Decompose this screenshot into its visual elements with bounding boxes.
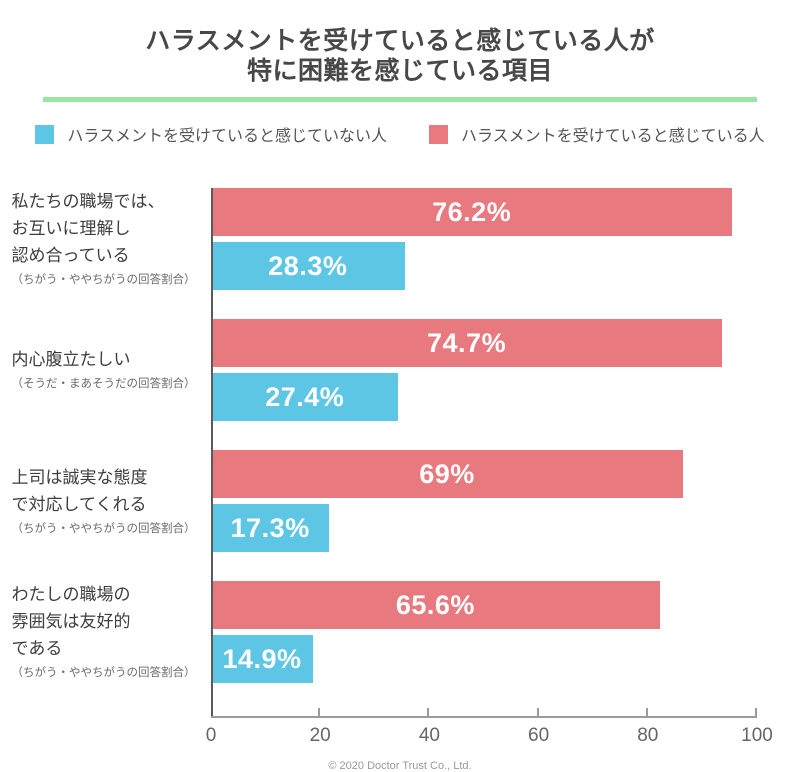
bar-value-harassed: 65.6%	[395, 589, 475, 620]
bar-value-not-harassed: 14.9%	[222, 643, 302, 674]
page-title-line2: 特に困難を感じている項目	[246, 57, 553, 85]
axis-tick-mark	[645, 708, 648, 716]
legend: ハラスメントを受けていると感じていない人 ハラスメントを受けていると感じている人	[0, 122, 800, 146]
chart-row: わたしの職場の 雰囲気は友好的 である （ちがう・ややちがうの回答割合） 65.6%…	[0, 581, 800, 683]
bar-harassed: 69%	[211, 450, 684, 498]
axis-tick-mark	[536, 708, 539, 716]
category-label-block: 上司は誠実な態度 で対応してくれる （ちがう・ややちがうの回答割合）	[12, 464, 196, 539]
axis-tick-label: 0	[205, 725, 217, 746]
legend-item-not-harassed: ハラスメントを受けていると感じていない人	[35, 122, 387, 146]
axis-tick-mark	[427, 708, 430, 716]
legend-swatch-blue	[35, 124, 55, 144]
legend-label-harassed: ハラスメントを受けていると感じている人	[461, 128, 765, 145]
x-axis: 0 20 40 60 80 100	[206, 708, 773, 758]
legend-swatch-red	[429, 124, 448, 144]
chart-row: 内心腹立たしい （そうだ・まあそうだの回答割合） 74.7% 27.4%	[0, 319, 800, 421]
axis-tick-mark	[318, 708, 321, 716]
category-line: 認め合っている	[11, 246, 130, 265]
axis-tick-label: 80	[637, 725, 659, 746]
category-line: 上司は誠実な態度	[11, 467, 148, 487]
axis-tick-label: 20	[309, 725, 331, 746]
axis-tick-label: 60	[528, 725, 550, 746]
category-lines: 上司は誠実な態度 で対応してくれる	[12, 464, 196, 518]
axis-tick-mark	[755, 708, 757, 716]
category-lines: わたしの職場の 雰囲気は友好的 である	[12, 581, 196, 662]
bar-group: 74.7% 27.4%	[211, 319, 757, 421]
bar-value-harassed: 76.2%	[432, 196, 512, 227]
category-label-block: 内心腹立たしい （そうだ・まあそうだの回答割合）	[12, 346, 196, 394]
chart-rows: 私たちの職場では、 お互いに理解し 認め合っている （ちがう・ややちがうの回答割合）…	[0, 188, 800, 683]
legend-item-harassed: ハラスメントを受けていると感じている人	[429, 122, 765, 146]
category-label: 私たちの職場では、 お互いに理解し 認め合っている （ちがう・ややちがうの回答割合）	[0, 188, 211, 290]
bar-not-harassed: 27.4%	[211, 373, 399, 421]
bar-harassed: 76.2%	[211, 188, 733, 236]
category-line: お互いに理解し	[11, 219, 131, 238]
bar-chart: 私たちの職場では、 お互いに理解し 認め合っている （ちがう・ややちがうの回答割合）…	[0, 188, 800, 758]
category-label: わたしの職場の 雰囲気は友好的 である （ちがう・ややちがうの回答割合）	[0, 581, 211, 683]
axis-spacer	[0, 716, 211, 758]
category-label-block: わたしの職場の 雰囲気は友好的 である （ちがう・ややちがうの回答割合）	[12, 581, 196, 683]
bar-harassed: 65.6%	[211, 581, 660, 629]
bar-value-not-harassed: 28.3%	[268, 250, 348, 281]
category-note: （ちがう・ややちがうの回答割合）	[11, 274, 196, 286]
category-note: （そうだ・まあそうだの回答割合）	[11, 378, 196, 390]
page-title-line1: ハラスメントを受けていると感じている人が	[145, 27, 655, 55]
category-line: で対応してくれる	[11, 494, 147, 514]
bar-group: 65.6% 14.9%	[211, 581, 757, 683]
x-axis-row: 0 20 40 60 80 100	[0, 708, 800, 758]
bar-group: 69% 17.3%	[211, 450, 757, 552]
bar-value-harassed: 69%	[419, 458, 475, 489]
axis-tick-label: 40	[418, 725, 440, 746]
category-lines: 内心腹立たしい	[12, 346, 196, 373]
legend-label-not-harassed: ハラスメントを受けていると感じていない人	[67, 128, 387, 145]
category-line: 雰囲気は友好的	[11, 612, 131, 631]
category-line: わたしの職場の	[11, 585, 131, 604]
page-title: ハラスメントを受けていると感じている人が 特に困難を感じている項目	[0, 0, 800, 86]
chart-row: 私たちの職場では、 お互いに理解し 認め合っている （ちがう・ややちがうの回答割合）…	[0, 188, 800, 290]
bar-value-harassed: 74.7%	[427, 327, 507, 358]
category-label: 内心腹立たしい （そうだ・まあそうだの回答割合）	[0, 319, 211, 421]
bar-not-harassed: 28.3%	[211, 242, 405, 290]
bar-harassed: 74.7%	[211, 319, 723, 367]
category-line: 私たちの職場では、	[11, 192, 165, 211]
category-note: （ちがう・ややちがうの回答割合）	[11, 667, 196, 679]
category-line: 内心腹立たしい	[11, 350, 131, 369]
category-label-block: 私たちの職場では、 お互いに理解し 認め合っている （ちがう・ややちがうの回答割合）	[12, 188, 196, 290]
axis-tick-label: 100	[741, 725, 773, 746]
copyright-text: © 2020 Doctor Trust Co., Ltd.	[328, 760, 472, 772]
bar-not-harassed: 17.3%	[211, 504, 330, 552]
title-underline	[43, 97, 757, 102]
category-line: である	[11, 639, 63, 658]
category-note: （ちがう・ややちがうの回答割合）	[11, 522, 196, 535]
y-axis-line	[211, 188, 213, 716]
category-label: 上司は誠実な態度 で対応してくれる （ちがう・ややちがうの回答割合）	[0, 450, 211, 552]
bar-not-harassed: 14.9%	[211, 635, 313, 683]
category-lines: 私たちの職場では、 お互いに理解し 認め合っている	[12, 188, 196, 269]
bar-group: 76.2% 28.3%	[211, 188, 757, 290]
chart-row: 上司は誠実な態度 で対応してくれる （ちがう・ややちがうの回答割合） 69% 17…	[0, 450, 800, 552]
bar-value-not-harassed: 17.3%	[230, 512, 310, 543]
bar-value-not-harassed: 27.4%	[265, 381, 345, 412]
